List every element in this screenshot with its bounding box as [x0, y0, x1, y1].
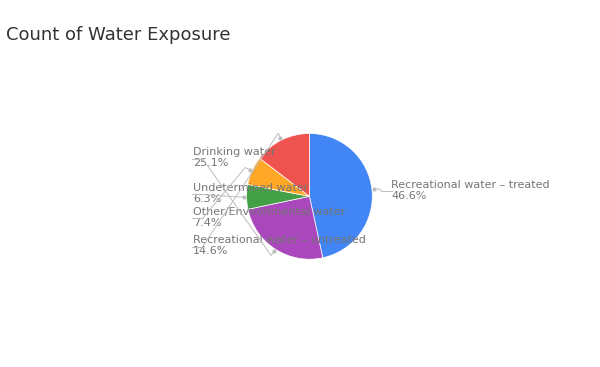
Text: Other/Environmental water: Other/Environmental water: [193, 207, 346, 217]
Wedge shape: [248, 196, 323, 259]
Text: 25.1%: 25.1%: [193, 158, 229, 168]
Text: 7.4%: 7.4%: [193, 218, 221, 228]
Text: Undetermined water: Undetermined water: [193, 183, 308, 193]
Wedge shape: [248, 158, 310, 196]
Text: Drinking water: Drinking water: [193, 147, 276, 157]
Text: 6.3%: 6.3%: [193, 194, 221, 204]
Text: 46.6%: 46.6%: [391, 191, 427, 201]
Text: Recreational water – treated: Recreational water – treated: [391, 180, 550, 190]
Wedge shape: [310, 134, 372, 258]
Wedge shape: [260, 134, 310, 196]
Text: Recreational water – untreated: Recreational water – untreated: [193, 235, 366, 246]
Wedge shape: [247, 185, 310, 209]
Text: Count of Water Exposure: Count of Water Exposure: [6, 26, 230, 44]
Text: 14.6%: 14.6%: [193, 246, 229, 256]
